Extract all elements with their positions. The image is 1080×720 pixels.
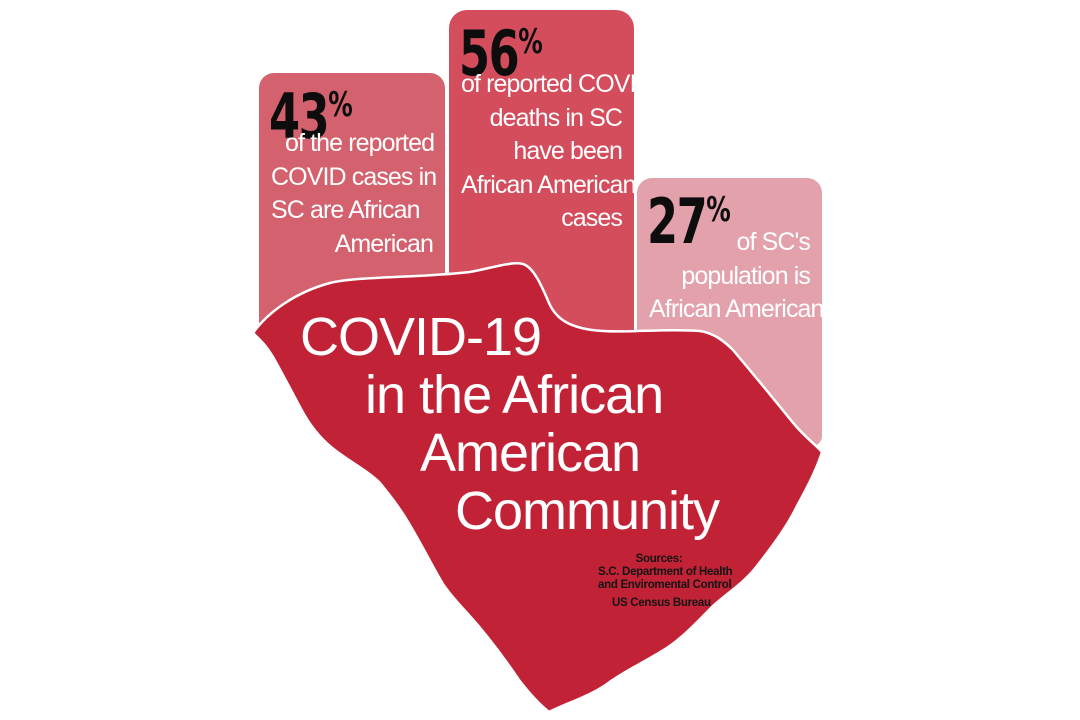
caption-line: deaths in SC: [489, 103, 623, 132]
stat-caption-population: of SC's population is African American: [649, 226, 824, 327]
sources-line: S.C. Department of Health: [598, 566, 733, 578]
sources-note: Sources: S.C. Department of Health and E…: [598, 553, 733, 610]
caption-line: of SC's: [736, 228, 811, 256]
sources-line: US Census Bureau: [612, 597, 711, 609]
stat-caption-deaths: of reported COVID deaths in SC have been…: [461, 68, 654, 236]
percent-sign: %: [518, 22, 543, 62]
caption-line: cases: [561, 204, 623, 232]
page-title: COVID-19 in the African American Communi…: [300, 307, 720, 541]
caption-line: of the reported: [285, 129, 435, 157]
title-line: in the African: [365, 365, 664, 425]
state-shape: [251, 262, 824, 714]
caption-line: have been: [513, 137, 623, 165]
caption-line: SC are African: [271, 196, 420, 224]
caption-line: American: [334, 229, 434, 258]
stat-value-population: 27%: [647, 178, 731, 254]
sources-line: and Enviromental Control: [598, 579, 732, 591]
title-line: COVID-19: [300, 307, 542, 367]
stat-value-deaths: 56%: [459, 10, 543, 86]
sources-heading: Sources:: [635, 553, 683, 565]
caption-line: African American: [649, 295, 824, 323]
percent-sign: %: [706, 190, 731, 230]
caption-line: African American: [461, 170, 636, 199]
stat-number: 27: [647, 185, 708, 258]
stat-number: 43: [269, 80, 330, 153]
title-line: American: [420, 423, 641, 483]
stat-number: 56: [459, 17, 520, 90]
title-line: Community: [455, 481, 720, 541]
caption-line: of reported COVID: [461, 70, 654, 98]
percent-sign: %: [328, 85, 353, 125]
stat-bar-covid-cases: 43% of the reported COVID cases in SC ar…: [259, 73, 445, 335]
stat-caption-cases: of the reported COVID cases in SC are Af…: [271, 127, 437, 261]
stat-value-cases: 43%: [269, 73, 353, 149]
caption-line: COVID cases in: [271, 162, 437, 191]
caption-line: population is: [681, 261, 811, 290]
